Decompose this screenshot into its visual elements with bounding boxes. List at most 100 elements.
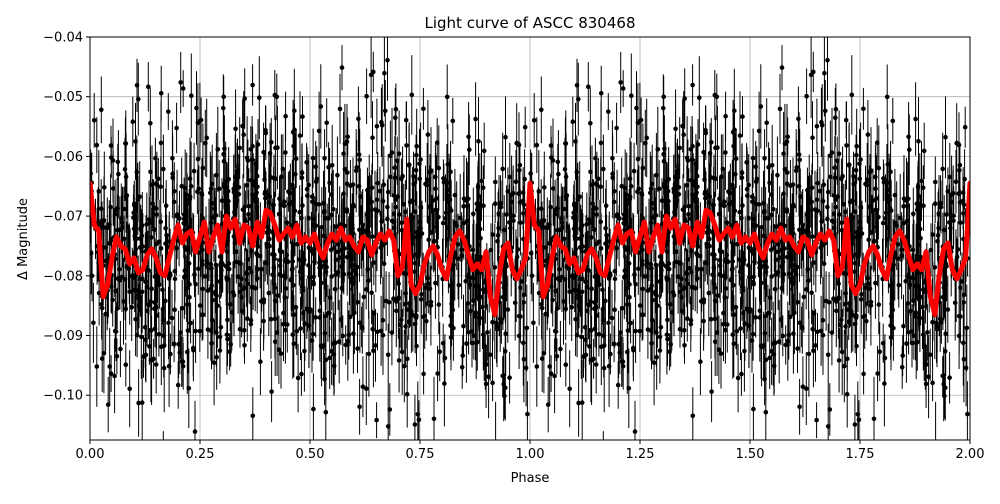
data-point: [771, 206, 776, 212]
data-point: [255, 244, 260, 249]
data-point: [342, 141, 348, 147]
data-point: [550, 297, 555, 303]
data-point: [888, 323, 893, 328]
data-point: [459, 253, 464, 258]
data-point: [609, 315, 615, 321]
data-point: [554, 354, 560, 359]
data-point: [412, 321, 418, 327]
data-point: [741, 310, 746, 316]
data-point: [271, 265, 277, 271]
data-point: [501, 381, 507, 387]
data-point: [665, 317, 670, 323]
data-point: [121, 299, 126, 304]
data-point: [324, 120, 330, 126]
y-axis: −0.04−0.05−0.06−0.07−0.08−0.09−0.10: [43, 31, 90, 404]
data-point: [425, 178, 431, 184]
data-point: [500, 166, 506, 172]
data-point: [750, 155, 756, 161]
data-point: [958, 314, 963, 319]
data-point: [559, 274, 565, 280]
data-point: [272, 316, 278, 322]
data-point: [244, 277, 249, 283]
data-point: [150, 201, 155, 206]
data-point: [717, 272, 722, 277]
data-point: [481, 203, 486, 208]
data-point: [864, 182, 870, 188]
data-point: [904, 218, 910, 224]
data-point: [215, 303, 220, 309]
data-point: [172, 268, 178, 274]
data-point: [788, 222, 793, 227]
data-point: [212, 206, 217, 212]
x-axis-label: Phase: [511, 471, 550, 486]
data-point: [957, 162, 963, 168]
data-point: [839, 349, 845, 355]
data-point: [412, 422, 418, 427]
data-point: [228, 342, 233, 347]
data-point: [90, 273, 95, 279]
data-point: [213, 213, 219, 218]
data-point: [956, 191, 961, 196]
data-point: [843, 270, 848, 276]
data-point: [635, 189, 640, 195]
data-point: [831, 225, 837, 231]
data-point: [584, 308, 590, 314]
data-point: [385, 424, 391, 429]
data-point: [199, 190, 204, 196]
data-point: [677, 145, 682, 151]
data-point: [415, 234, 421, 240]
data-point: [471, 298, 476, 303]
data-point: [622, 268, 628, 273]
data-point: [649, 201, 655, 206]
data-point: [394, 308, 399, 314]
data-point: [640, 165, 646, 171]
data-point: [606, 363, 612, 369]
data-point: [821, 182, 827, 187]
data-point: [431, 416, 437, 422]
data-point: [757, 308, 763, 314]
data-point: [729, 276, 734, 282]
data-point: [593, 299, 598, 305]
data-point: [264, 230, 270, 235]
data-point: [395, 194, 401, 199]
data-point: [254, 205, 260, 210]
data-point: [174, 125, 179, 131]
data-point: [226, 229, 231, 235]
data-point: [379, 219, 384, 224]
data-point: [936, 225, 941, 231]
data-point: [686, 212, 691, 217]
data-point: [895, 256, 901, 262]
data-point: [179, 305, 185, 311]
data-point: [452, 192, 458, 198]
data-point: [769, 192, 774, 197]
data-point: [644, 260, 650, 265]
data-point: [553, 329, 559, 334]
data-point: [620, 86, 626, 91]
data-point: [283, 327, 288, 333]
y-tick-label: −0.10: [43, 389, 83, 404]
data-point: [904, 234, 910, 239]
data-point: [698, 299, 704, 304]
data-point: [354, 165, 360, 170]
data-point: [187, 282, 192, 287]
data-point: [232, 240, 238, 246]
data-point: [357, 404, 362, 410]
data-point: [412, 209, 418, 214]
data-point: [153, 274, 159, 280]
data-point: [257, 95, 262, 100]
data-point: [322, 330, 328, 336]
data-point: [563, 306, 568, 312]
data-point: [277, 196, 282, 201]
data-point: [651, 360, 657, 366]
data-point: [657, 348, 663, 353]
data-point: [283, 286, 289, 291]
data-point: [866, 281, 871, 287]
data-point: [164, 233, 169, 238]
data-point: [917, 194, 923, 199]
data-point: [227, 301, 233, 307]
data-point: [412, 260, 418, 266]
data-point: [579, 400, 585, 405]
data-point: [694, 276, 700, 281]
data-point: [612, 268, 618, 274]
data-point: [343, 342, 349, 348]
